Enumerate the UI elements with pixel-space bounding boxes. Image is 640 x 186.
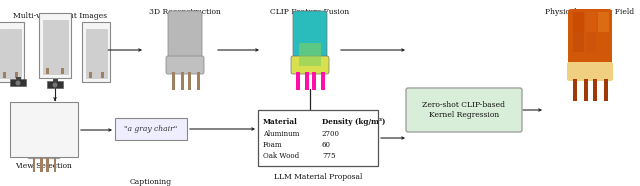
Bar bbox=[586, 32, 596, 52]
FancyBboxPatch shape bbox=[406, 88, 522, 132]
Circle shape bbox=[52, 83, 58, 87]
Text: Physical Property Field: Physical Property Field bbox=[545, 8, 635, 16]
Bar bbox=[196, 72, 200, 90]
Text: View Selection: View Selection bbox=[15, 162, 72, 170]
Text: Oak Wood: Oak Wood bbox=[263, 152, 299, 160]
Text: 60: 60 bbox=[322, 141, 331, 149]
Bar bbox=[305, 72, 308, 90]
Bar bbox=[172, 72, 175, 90]
Bar bbox=[586, 12, 596, 32]
FancyBboxPatch shape bbox=[166, 56, 204, 74]
Text: CLIP Feature Fusion: CLIP Feature Fusion bbox=[270, 8, 349, 16]
Bar bbox=[321, 72, 324, 90]
FancyBboxPatch shape bbox=[293, 11, 327, 69]
Bar bbox=[573, 32, 584, 52]
Text: 3D Reconstruction: 3D Reconstruction bbox=[149, 8, 221, 16]
FancyBboxPatch shape bbox=[0, 29, 22, 79]
Bar bbox=[584, 79, 588, 101]
Text: Material: Material bbox=[263, 118, 298, 126]
Bar bbox=[100, 72, 104, 78]
Bar bbox=[16, 77, 21, 80]
Bar bbox=[604, 79, 608, 101]
Bar bbox=[54, 157, 56, 172]
Bar bbox=[258, 110, 378, 166]
Text: LLM Material Proposal: LLM Material Proposal bbox=[274, 173, 362, 181]
Bar bbox=[180, 72, 184, 90]
Bar bbox=[296, 72, 300, 90]
Bar bbox=[39, 13, 71, 78]
FancyBboxPatch shape bbox=[43, 20, 69, 75]
FancyBboxPatch shape bbox=[291, 56, 329, 74]
Bar bbox=[573, 12, 584, 32]
Bar bbox=[312, 72, 316, 90]
Bar bbox=[593, 79, 597, 101]
Bar bbox=[61, 68, 64, 74]
Bar bbox=[46, 157, 49, 172]
Text: Aluminum: Aluminum bbox=[263, 130, 300, 138]
Bar bbox=[47, 81, 63, 88]
Text: Density (kg/m³): Density (kg/m³) bbox=[322, 118, 385, 126]
FancyBboxPatch shape bbox=[28, 143, 60, 159]
FancyBboxPatch shape bbox=[29, 104, 59, 155]
Bar bbox=[10, 79, 26, 86]
Bar bbox=[82, 22, 110, 82]
Bar bbox=[88, 72, 92, 78]
Bar bbox=[299, 43, 321, 66]
Bar bbox=[40, 157, 43, 172]
Bar bbox=[3, 72, 6, 78]
Bar bbox=[573, 79, 577, 101]
FancyBboxPatch shape bbox=[567, 62, 613, 81]
Bar bbox=[115, 118, 187, 140]
Text: "a gray chair": "a gray chair" bbox=[124, 125, 178, 133]
Text: Zero-shot CLIP-based
Kernel Regression: Zero-shot CLIP-based Kernel Regression bbox=[422, 101, 506, 119]
Bar bbox=[188, 72, 191, 90]
Circle shape bbox=[15, 81, 20, 86]
Bar bbox=[0, 22, 24, 82]
Bar bbox=[46, 68, 49, 74]
Text: Captioning: Captioning bbox=[130, 178, 172, 186]
FancyBboxPatch shape bbox=[168, 11, 202, 69]
Bar bbox=[53, 79, 58, 82]
Text: 775: 775 bbox=[322, 152, 335, 160]
Text: 2700: 2700 bbox=[322, 130, 340, 138]
Bar bbox=[598, 12, 609, 32]
Text: Foam: Foam bbox=[263, 141, 283, 149]
FancyBboxPatch shape bbox=[568, 9, 612, 75]
Bar bbox=[15, 72, 17, 78]
Bar bbox=[10, 102, 78, 157]
FancyBboxPatch shape bbox=[86, 29, 108, 79]
Bar bbox=[33, 157, 35, 172]
Text: Multi-view Input Images: Multi-view Input Images bbox=[13, 12, 107, 20]
